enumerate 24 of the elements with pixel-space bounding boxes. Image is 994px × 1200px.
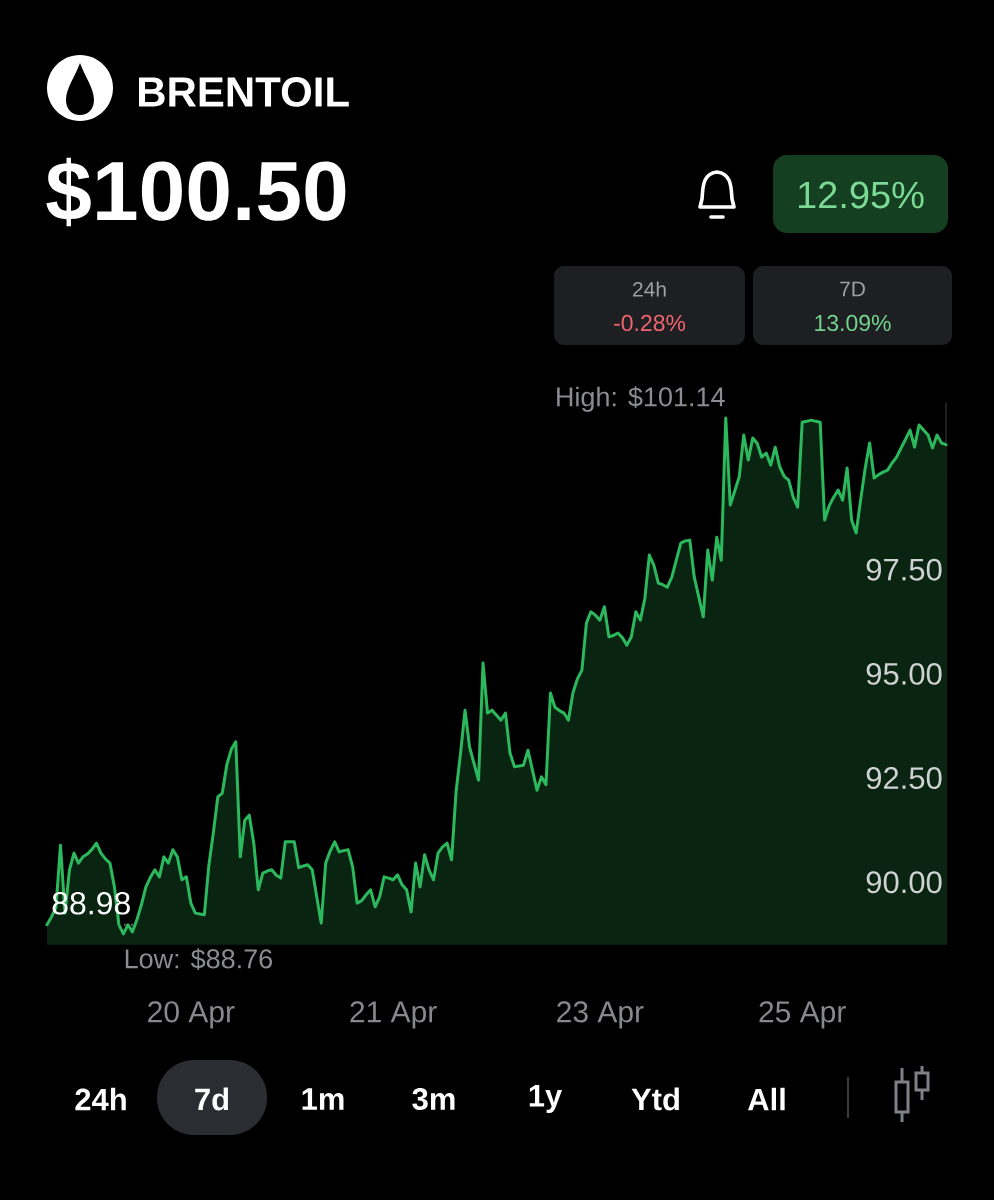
text: 7d <box>195 1087 229 1111</box>
y-tick-label: 97.50 <box>866 558 942 581</box>
chart-title: BRENTOIL <box>139 77 349 107</box>
y-tick-label: 95.00 <box>866 662 942 685</box>
text: All <box>747 1087 785 1111</box>
text: 1m <box>302 1088 344 1110</box>
text: 1y <box>529 1085 563 1113</box>
annotation: High: $101.14 <box>557 386 725 412</box>
text: 13.09% <box>815 314 891 332</box>
text: Low: $88.76 <box>125 948 273 971</box>
x-tick-label: 23 Apr <box>557 1001 644 1029</box>
y-tick-label: 92.50 <box>866 767 942 790</box>
text: -0.28% <box>614 314 686 332</box>
text: 7D <box>840 281 865 297</box>
x-tick-label: 25 Apr <box>759 1001 846 1029</box>
x-tick-label: 20 Apr <box>148 1001 235 1029</box>
y-tick-label: 90.00 <box>866 871 942 894</box>
text: 24h <box>75 1087 126 1111</box>
text: 12.95% <box>798 181 924 209</box>
x-tick-label: 21 Apr <box>350 1001 437 1029</box>
chart-subtitle: $100.50 <box>46 157 346 227</box>
text: 3m <box>412 1088 455 1110</box>
text: 24h <box>633 281 666 297</box>
text: Ytd <box>631 1087 679 1111</box>
